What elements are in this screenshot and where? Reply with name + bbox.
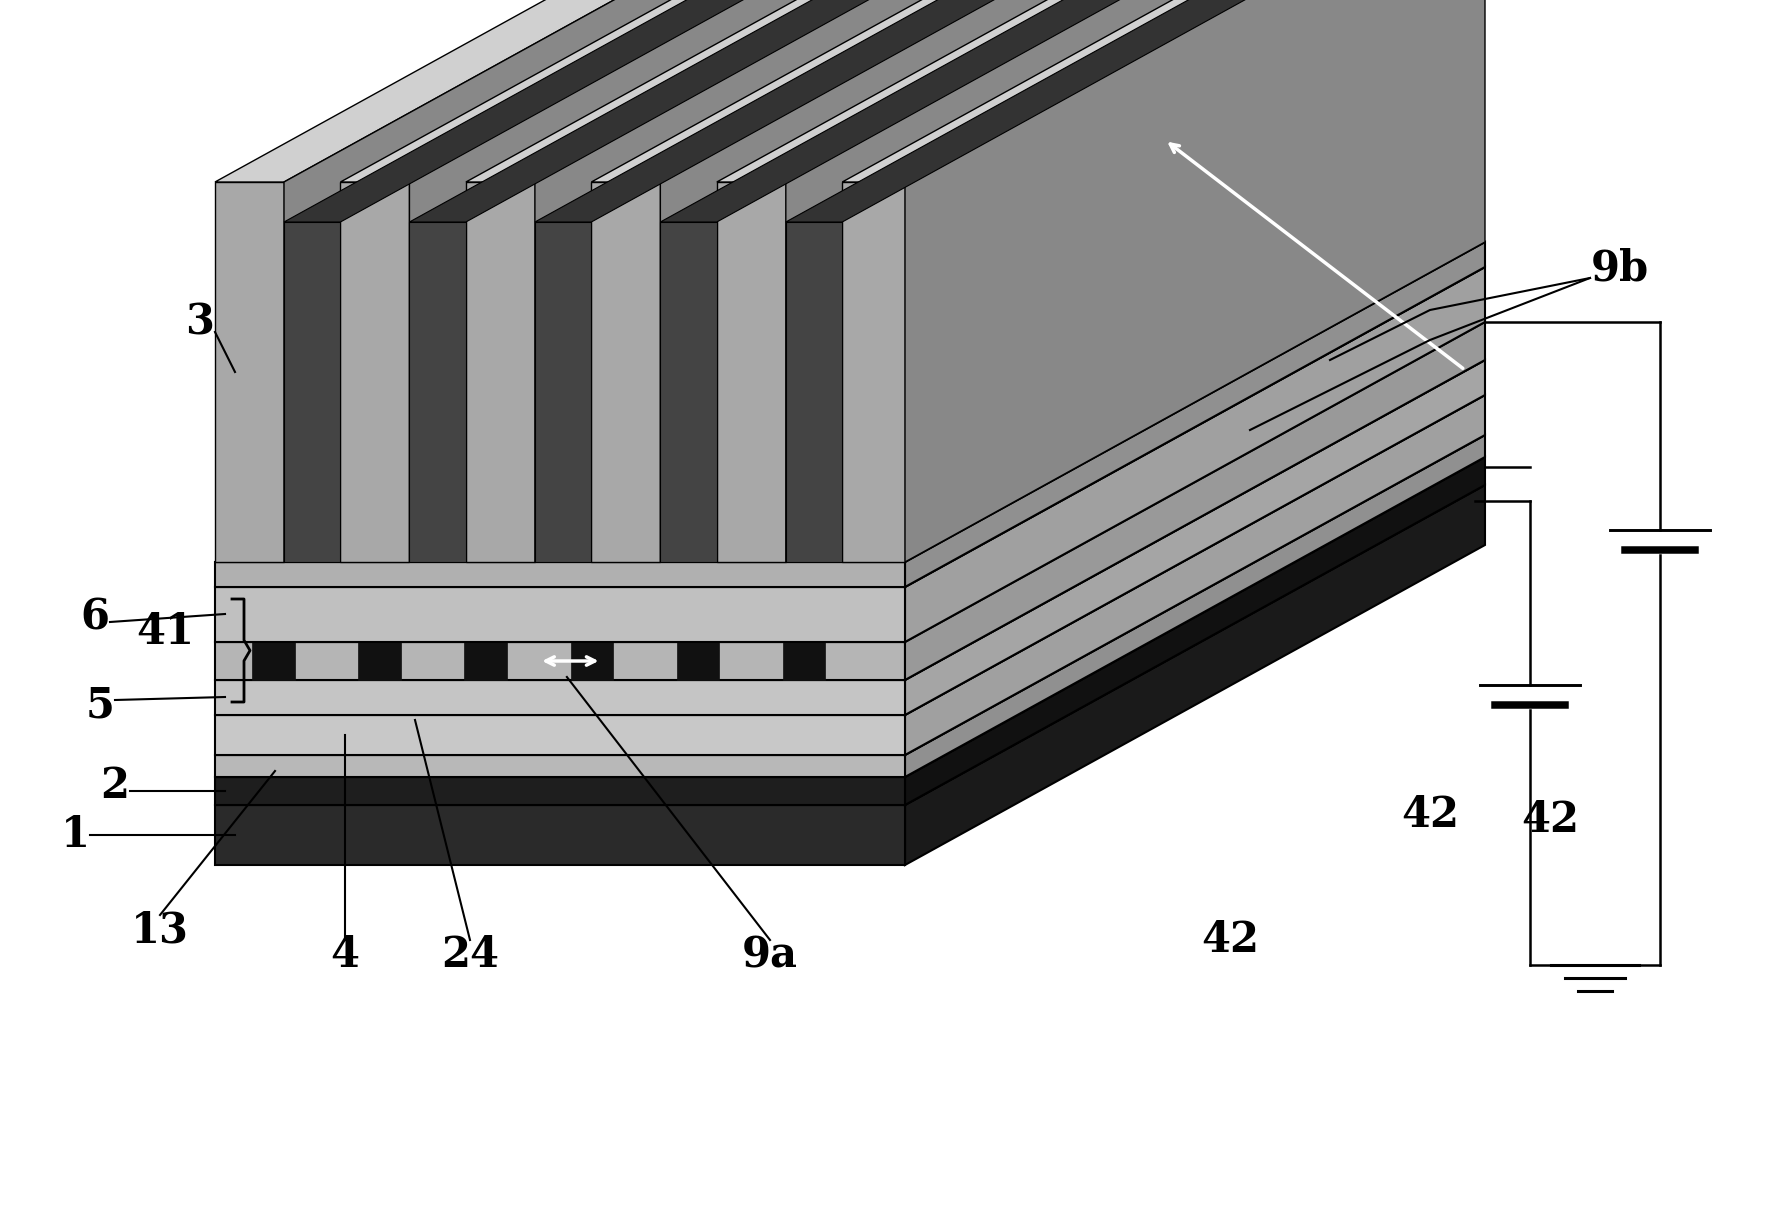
- Polygon shape: [284, 222, 340, 562]
- Polygon shape: [785, 0, 1365, 562]
- Polygon shape: [215, 681, 904, 715]
- Polygon shape: [590, 0, 1239, 182]
- Polygon shape: [904, 395, 1484, 755]
- Polygon shape: [358, 322, 980, 643]
- Polygon shape: [215, 242, 1484, 562]
- Polygon shape: [904, 457, 1484, 805]
- Polygon shape: [676, 322, 1298, 643]
- Polygon shape: [660, 0, 1239, 562]
- Polygon shape: [215, 457, 1484, 777]
- Text: 9a: 9a: [741, 934, 798, 976]
- Polygon shape: [215, 777, 904, 805]
- Polygon shape: [571, 322, 1193, 643]
- Polygon shape: [785, 222, 842, 562]
- Polygon shape: [904, 485, 1484, 865]
- Polygon shape: [676, 643, 718, 681]
- Polygon shape: [785, 0, 1422, 222]
- Polygon shape: [535, 0, 1113, 562]
- Polygon shape: [410, 0, 989, 562]
- Polygon shape: [215, 755, 904, 777]
- Polygon shape: [215, 267, 1484, 588]
- Polygon shape: [358, 643, 401, 681]
- Polygon shape: [904, 0, 1484, 562]
- Polygon shape: [466, 182, 535, 562]
- Polygon shape: [782, 322, 1404, 643]
- Polygon shape: [252, 643, 294, 681]
- Polygon shape: [215, 715, 904, 755]
- Text: 6: 6: [80, 596, 110, 638]
- Polygon shape: [904, 242, 1484, 588]
- Polygon shape: [535, 0, 1170, 222]
- Polygon shape: [466, 0, 1113, 182]
- Text: 42: 42: [1401, 794, 1457, 836]
- Polygon shape: [215, 182, 284, 562]
- Polygon shape: [215, 643, 904, 681]
- Polygon shape: [716, 182, 785, 562]
- Text: 13: 13: [131, 909, 190, 951]
- Polygon shape: [410, 222, 466, 562]
- Polygon shape: [215, 435, 1484, 755]
- Polygon shape: [571, 643, 613, 681]
- Text: 5: 5: [85, 684, 115, 726]
- Text: 4: 4: [330, 934, 360, 976]
- Polygon shape: [284, 0, 863, 562]
- Polygon shape: [660, 222, 716, 562]
- Polygon shape: [904, 360, 1484, 715]
- Polygon shape: [215, 395, 1484, 715]
- Polygon shape: [215, 485, 1484, 805]
- Polygon shape: [904, 435, 1484, 777]
- Text: 2: 2: [101, 765, 129, 807]
- Text: 3: 3: [186, 301, 215, 343]
- Text: 42: 42: [1200, 919, 1259, 961]
- Polygon shape: [215, 805, 904, 865]
- Polygon shape: [340, 0, 989, 182]
- Text: 42: 42: [1519, 799, 1578, 841]
- Polygon shape: [465, 643, 507, 681]
- Polygon shape: [660, 0, 1296, 222]
- Polygon shape: [284, 0, 920, 222]
- Polygon shape: [215, 360, 1484, 681]
- Polygon shape: [716, 0, 1365, 182]
- Polygon shape: [904, 322, 1484, 681]
- Polygon shape: [842, 0, 1484, 182]
- Polygon shape: [340, 182, 410, 562]
- Text: 41: 41: [137, 611, 193, 652]
- Polygon shape: [215, 322, 1484, 643]
- Polygon shape: [215, 562, 904, 588]
- Text: 9b: 9b: [1590, 247, 1649, 289]
- Text: 1: 1: [60, 814, 89, 856]
- Polygon shape: [904, 267, 1484, 643]
- Polygon shape: [465, 322, 1087, 643]
- Polygon shape: [215, 588, 904, 643]
- Polygon shape: [215, 0, 863, 182]
- Text: 24: 24: [441, 934, 498, 976]
- Polygon shape: [535, 222, 590, 562]
- Polygon shape: [842, 182, 904, 562]
- Polygon shape: [590, 182, 660, 562]
- Polygon shape: [252, 322, 874, 643]
- Polygon shape: [410, 0, 1046, 222]
- Polygon shape: [782, 643, 824, 681]
